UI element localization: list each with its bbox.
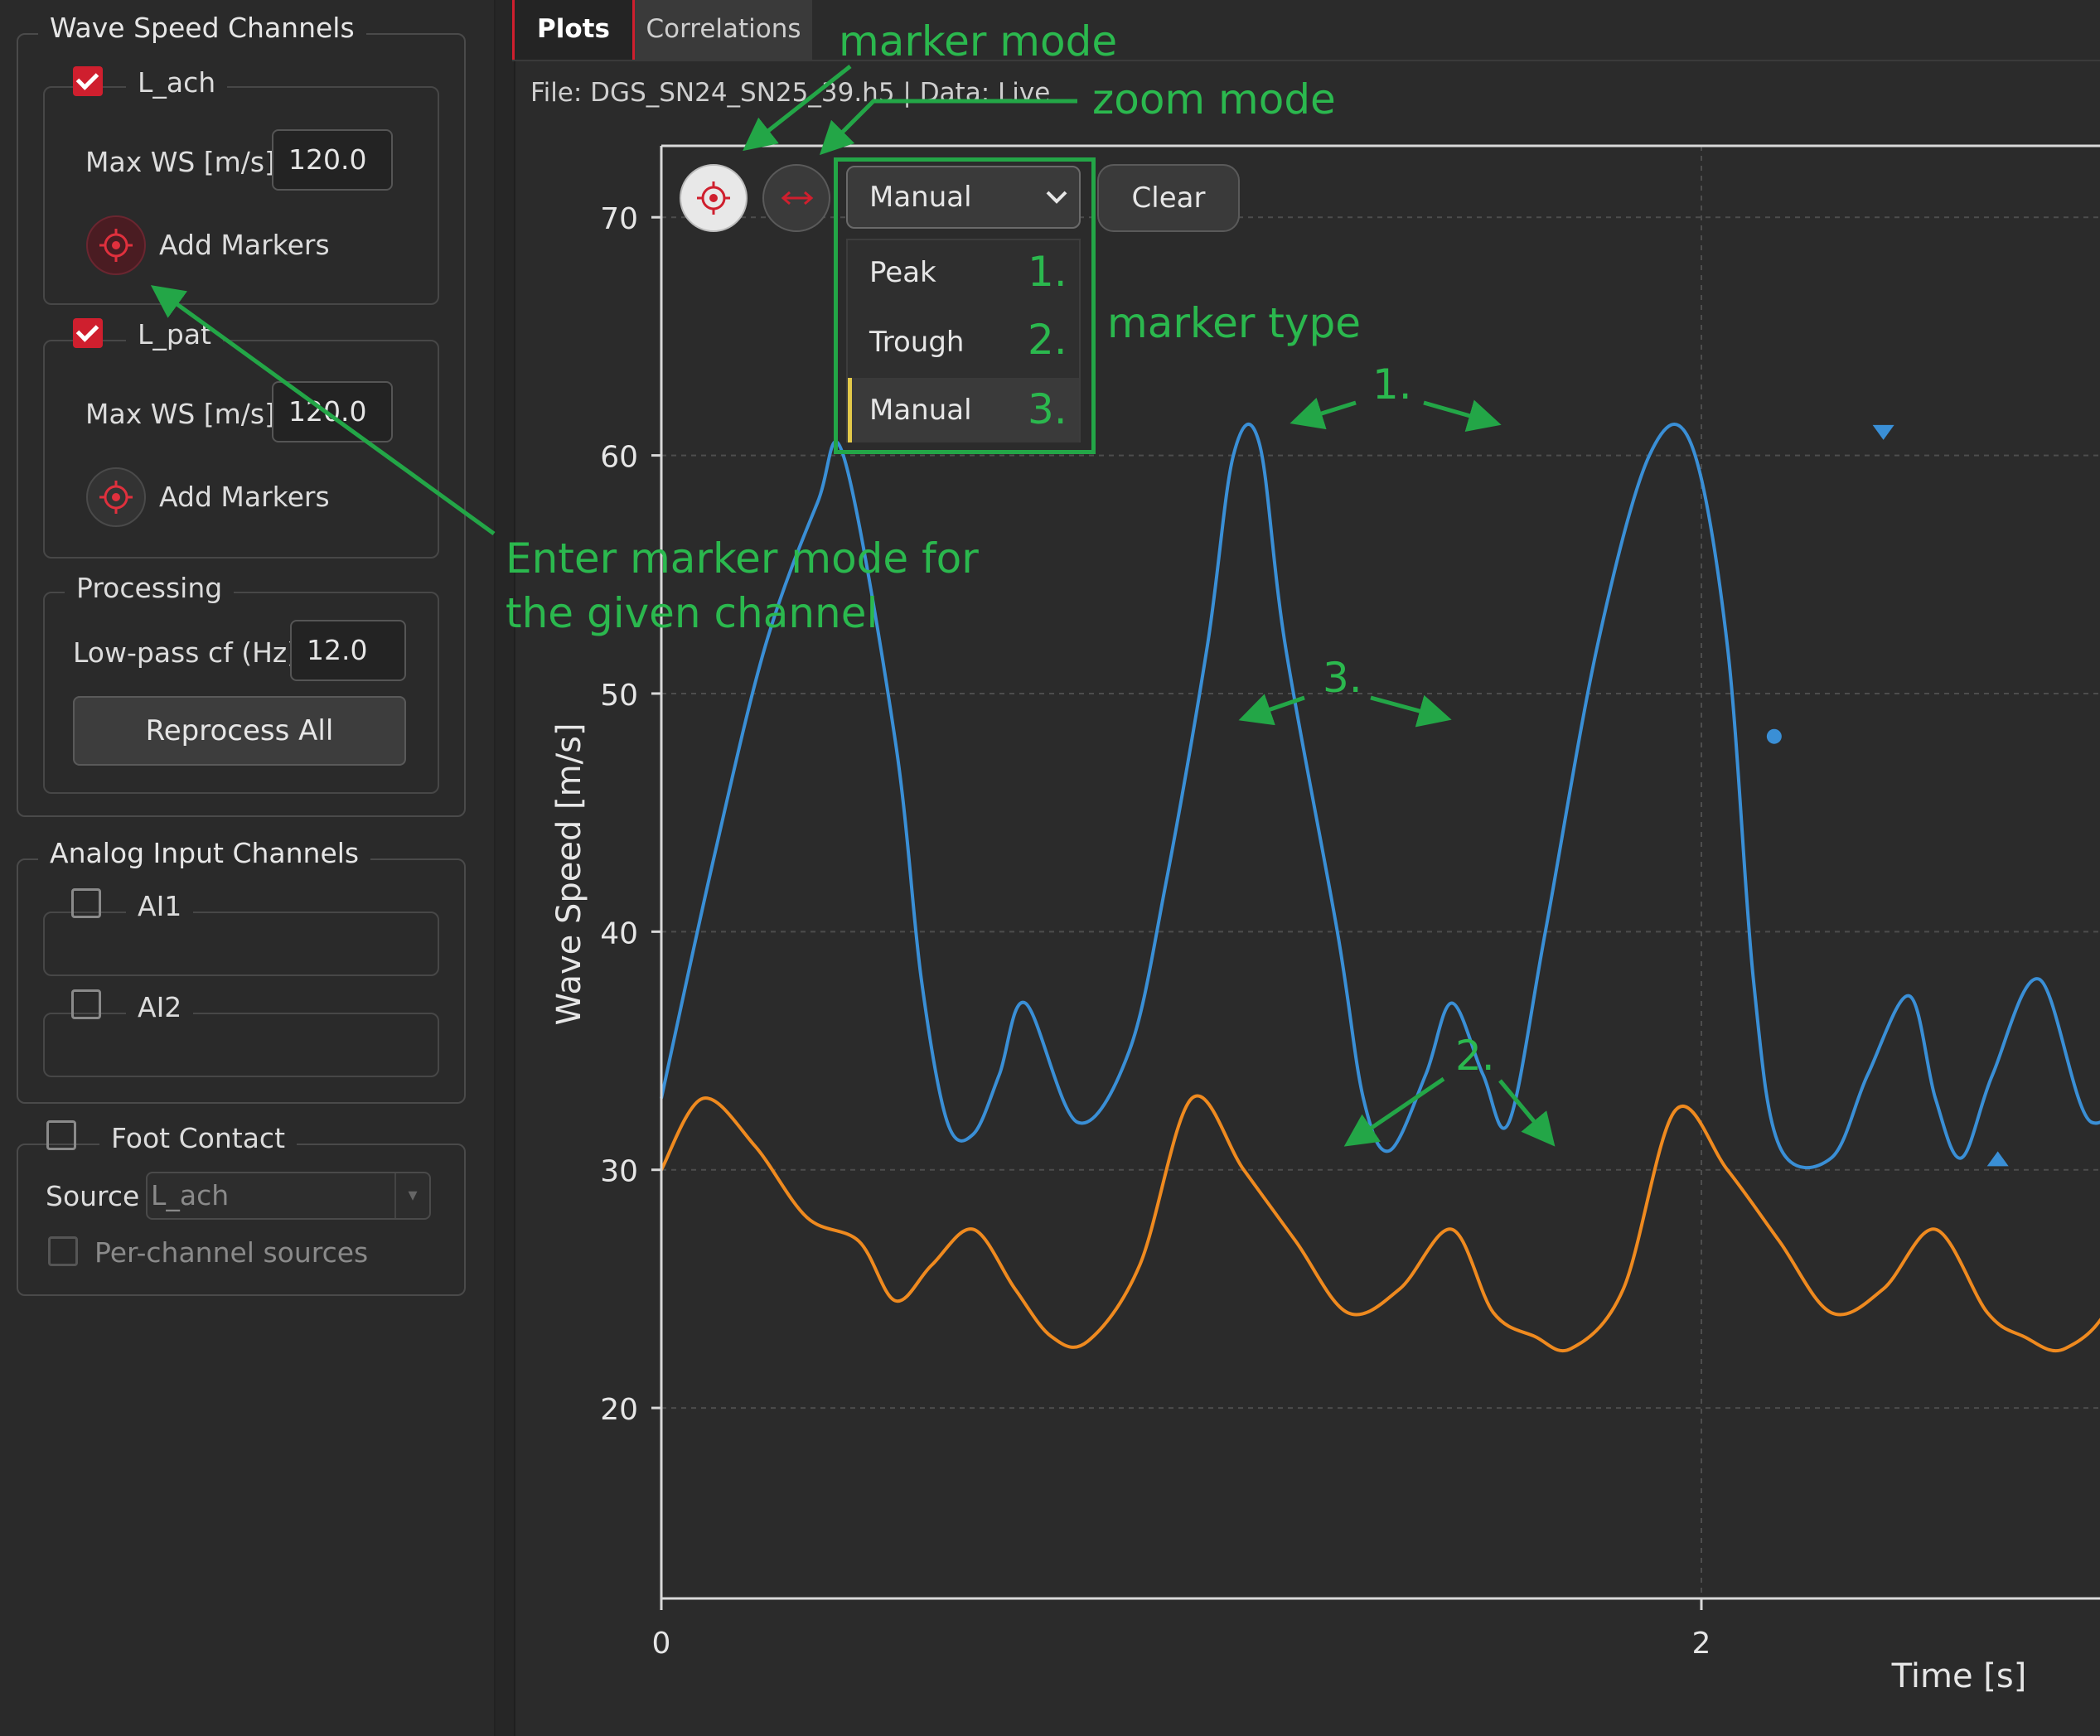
annotation-marker-type: marker type xyxy=(1107,299,1361,347)
ai1-box xyxy=(43,912,439,976)
per-channel-sources-checkbox[interactable] xyxy=(48,1236,78,1266)
x-axis-label: Time [s] xyxy=(1891,1657,2027,1695)
annotation-enter-marker-mode-line1: Enter marker mode for xyxy=(506,534,979,583)
ai1-label: AI1 xyxy=(126,890,194,923)
option-peak[interactable]: Peak xyxy=(869,256,936,289)
tab-plots[interactable]: Plots xyxy=(512,0,635,60)
annotation-marker-mode: marker mode xyxy=(839,17,1118,65)
markers-group xyxy=(1766,424,2009,1167)
annotation-trough-number: 2. xyxy=(1455,1032,1495,1080)
annotation-manual-number: 3. xyxy=(1323,654,1362,702)
lowpass-field[interactable]: 12.0 xyxy=(290,620,406,681)
option-trough[interactable]: Trough xyxy=(869,326,965,359)
analog-group-title: Analog Input Channels xyxy=(38,837,371,870)
option-number-1: 1. xyxy=(1028,248,1067,296)
y-axis-label: Wave Speed [m/s] xyxy=(550,723,588,1025)
clear-button[interactable]: Clear xyxy=(1097,164,1240,232)
add-markers-label-l-ach: Add Markers xyxy=(159,229,330,261)
add-markers-button-l-pat[interactable] xyxy=(86,467,146,527)
series-line-orange xyxy=(660,1094,2100,1353)
option-number-3: 3. xyxy=(1028,385,1067,433)
foot-contact-checkbox[interactable] xyxy=(46,1120,76,1150)
zoom-mode-button[interactable] xyxy=(762,164,830,232)
tab-bar: Plots Correlations xyxy=(512,0,2100,61)
trough-marker xyxy=(1986,1151,2009,1167)
channel-l-ach-checkbox[interactable] xyxy=(73,66,103,96)
processing-box xyxy=(43,592,439,794)
per-channel-sources-label: Per-channel sources xyxy=(94,1236,369,1269)
chevron-down-icon: ▾ xyxy=(394,1173,429,1218)
target-icon xyxy=(99,481,133,514)
y-tick-label: 50 xyxy=(600,679,638,713)
target-icon xyxy=(99,229,133,262)
marker-type-dropdown: Peak Trough Manual xyxy=(846,239,1081,442)
grid xyxy=(661,146,2100,1598)
add-markers-button-l-ach[interactable] xyxy=(86,215,146,275)
y-tick-label: 70 xyxy=(600,202,638,236)
series-group xyxy=(660,423,2100,1353)
option-manual[interactable]: Manual xyxy=(848,378,1079,442)
horizontal-arrows-icon xyxy=(781,191,814,206)
ai2-checkbox[interactable] xyxy=(71,989,101,1019)
y-tick-label: 40 xyxy=(600,916,638,950)
axes: 203040506070024 xyxy=(600,144,2100,1661)
max-ws-label: Max WS [m/s] xyxy=(85,146,275,178)
max-ws-field-l-ach[interactable]: 120.0 xyxy=(272,129,393,191)
ai1-checkbox[interactable] xyxy=(71,888,101,918)
peak-marker xyxy=(1872,424,1894,440)
marker-type-highlight xyxy=(834,157,1096,454)
marker-mode-button[interactable] xyxy=(680,164,748,232)
x-tick-label: 0 xyxy=(652,1627,671,1661)
x-tick-label: 2 xyxy=(1692,1627,1711,1661)
ai2-label: AI2 xyxy=(126,991,194,1024)
y-tick-label: 30 xyxy=(600,1155,638,1189)
chevron-down-icon xyxy=(1043,167,1071,248)
reprocess-all-button[interactable]: Reprocess All xyxy=(73,696,406,766)
marker-type-select-value: Manual xyxy=(869,181,972,214)
source-select[interactable]: L_ach ▾ xyxy=(146,1172,431,1220)
foot-contact-label: Foot Contact xyxy=(99,1122,298,1155)
marker-type-select[interactable]: Manual xyxy=(846,166,1081,229)
channel-l-ach-label: L_ach xyxy=(126,66,228,99)
annotation-peak-number: 1. xyxy=(1372,360,1412,409)
source-select-value: L_ach xyxy=(151,1179,230,1211)
target-icon xyxy=(697,181,730,215)
splitter[interactable] xyxy=(494,0,515,1736)
wave-speed-group-title: Wave Speed Channels xyxy=(38,12,366,45)
annotation-enter-marker-mode-line2: the given channel xyxy=(506,589,878,637)
tab-correlations[interactable]: Correlations xyxy=(635,0,812,60)
y-tick-label: 60 xyxy=(600,441,638,475)
lowpass-label: Low-pass cf (Hz) xyxy=(73,636,298,669)
ai2-box xyxy=(43,1013,439,1077)
source-label: Source xyxy=(46,1180,140,1212)
y-tick-label: 20 xyxy=(600,1393,638,1427)
annotation-zoom-mode: zoom mode xyxy=(1092,75,1336,123)
processing-title: Processing xyxy=(65,572,235,605)
series-line-blue xyxy=(660,423,2100,1170)
option-number-2: 2. xyxy=(1028,316,1067,364)
channel-l-pat-checkbox[interactable] xyxy=(73,318,103,348)
manual-marker xyxy=(1766,728,1782,744)
